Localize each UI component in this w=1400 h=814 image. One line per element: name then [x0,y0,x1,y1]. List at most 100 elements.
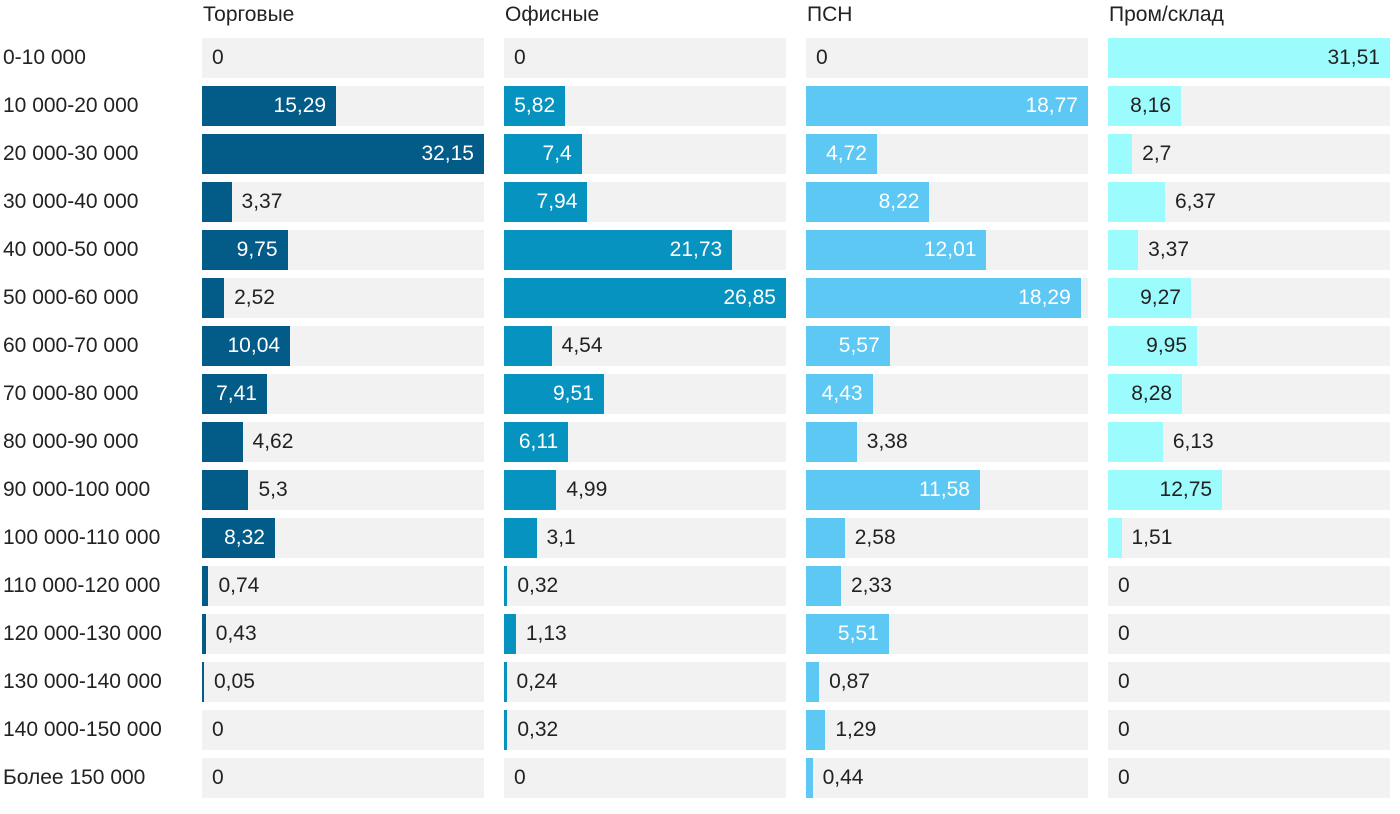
bar [806,566,841,606]
data-label: 3,38 [866,430,908,453]
data-label: 18,77 [1025,94,1078,117]
row-label: 50 000-60 000 [3,286,139,309]
data-label: 3,1 [546,526,576,549]
bar [202,614,206,654]
bar-track: 0,43 [202,614,484,654]
data-label: 4,62 [252,430,294,453]
bar-track: 7,4 [504,134,786,174]
bar [1108,230,1139,270]
data-label: 2,33 [851,574,892,597]
bar [202,470,249,510]
bar-track: 1,13 [504,614,786,654]
bar-track: 0 [504,38,786,78]
bar-track: 0,24 [504,662,786,702]
data-label: 2,58 [854,526,896,549]
row-label: 20 000-30 000 [3,142,139,165]
bar [504,182,588,222]
bar [504,278,786,318]
data-label: 21,73 [669,238,723,261]
bar-track: 9,51 [504,374,786,414]
data-label: 26,85 [723,286,776,309]
bar-track: 1,29 [806,710,1088,750]
bar-track: 0 [1108,566,1390,606]
bar-track: 0 [1108,710,1390,750]
bar [202,518,275,558]
data-label: 31,51 [1327,46,1380,69]
bar-track: 0 [1108,662,1390,702]
bar-track: 9,95 [1108,326,1390,366]
bar [202,134,484,174]
bar [504,134,582,174]
bar [806,278,1081,318]
bar-track: 0,87 [806,662,1088,702]
data-label: 0 [1118,622,1130,645]
bar-track: 11,58 [806,470,1088,510]
data-label: 7,94 [536,190,578,213]
bar-track: 18,29 [806,278,1088,318]
row-label: Более 150 000 [3,766,146,789]
data-label: 0 [514,766,526,789]
bar-track: 0,32 [504,566,786,606]
bar [806,518,845,558]
bar-track: 3,38 [806,422,1088,462]
bar-track: 2,52 [202,278,484,318]
bar [1108,86,1182,126]
row-label: 140 000-150 000 [3,718,162,741]
row-label: 0-10 000 [3,46,86,69]
column-title: Пром/склад [1109,3,1224,26]
bar-track: 3,37 [1108,230,1390,270]
row-label: 40 000-50 000 [3,238,139,261]
bar [202,182,232,222]
data-label: 10,04 [227,334,281,357]
bar-track: 31,51 [1108,38,1390,78]
bar-track: 2,33 [806,566,1088,606]
bar-track: 0,44 [806,758,1088,798]
row-label: 80 000-90 000 [3,430,139,453]
bar [806,182,930,222]
data-label: 0,05 [214,670,255,693]
bar-track: 7,94 [504,182,786,222]
bar [1108,278,1191,318]
bar [202,566,209,606]
data-label: 4,54 [561,334,603,357]
bar [202,374,267,414]
bar-track: 10,04 [202,326,484,366]
data-label: 0 [1118,718,1130,741]
bar-track: 26,85 [504,278,786,318]
bar-track: 1,51 [1108,518,1390,558]
column-title: Офисные [505,3,600,26]
data-label: 9,75 [236,238,278,261]
bar [806,134,877,174]
data-label: 0 [1118,766,1130,789]
bar-track: 6,37 [1108,182,1390,222]
bar-track: 8,22 [806,182,1088,222]
bar-track: 3,1 [504,518,786,558]
bar [806,326,890,366]
bar [504,374,604,414]
bar-track: 8,16 [1108,86,1390,126]
bar [1108,182,1165,222]
data-label: 2,7 [1142,142,1172,165]
bar-track: 0 [202,758,484,798]
row-label: 130 000-140 000 [3,670,162,693]
bar [1108,134,1133,174]
column-title: ПСН [807,3,853,26]
bar [1108,38,1390,78]
data-label: 4,43 [821,382,863,405]
bar [1108,374,1183,414]
data-label: 8,32 [224,526,265,549]
bar-track: 12,01 [806,230,1088,270]
data-label: 0 [212,718,224,741]
data-label: 1,51 [1131,526,1173,549]
row-label: 120 000-130 000 [3,622,162,645]
data-label: 18,29 [1018,286,1071,309]
bar [806,758,813,798]
column-title: Торговые [203,3,295,26]
bar-track: 6,13 [1108,422,1390,462]
bar [504,566,508,606]
bar-track: 9,75 [202,230,484,270]
bar [504,326,552,366]
bar-track: 9,27 [1108,278,1390,318]
data-label: 0 [1118,574,1130,597]
data-label: 4,99 [566,478,608,501]
